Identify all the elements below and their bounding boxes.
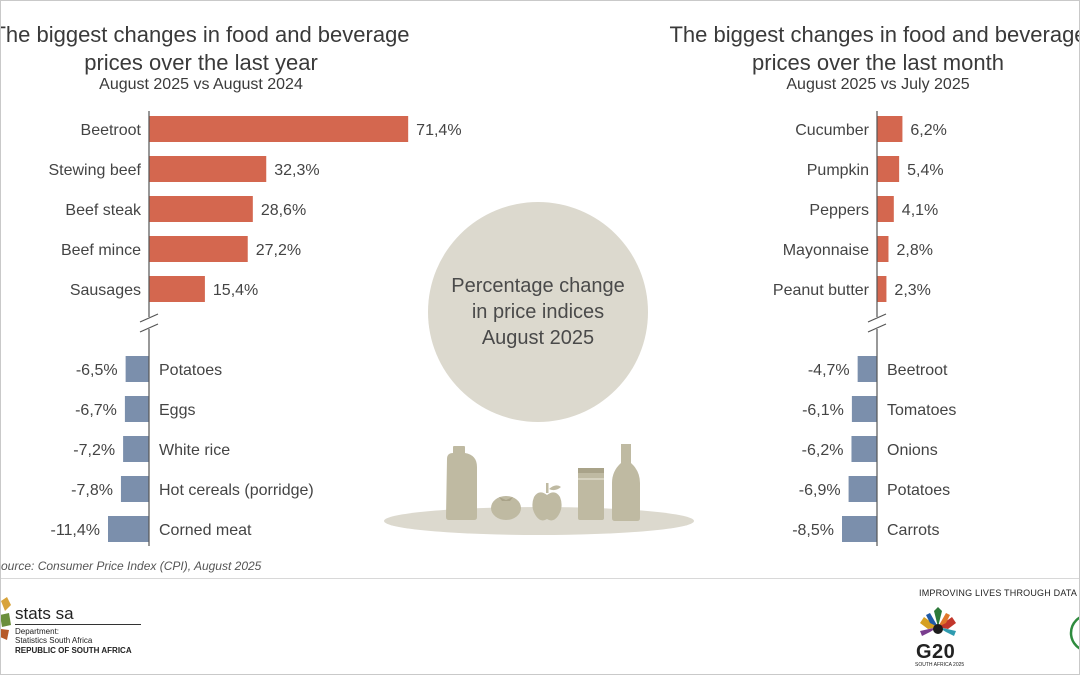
right-chart: Cucumber 6,2% Pumpkin 5,4% Peppers 4,1% Mayonn… bbox=[773, 111, 956, 546]
right-row-5-value: -4,7% bbox=[808, 362, 850, 379]
left-row-0-value: 71,4% bbox=[416, 122, 461, 139]
left-row-4-bar bbox=[149, 276, 205, 302]
left-row-8-bar bbox=[120, 476, 149, 502]
left-row-5-category: Potatoes bbox=[159, 362, 222, 379]
left-row-6-category: Eggs bbox=[159, 402, 195, 419]
left-row-2-bar bbox=[149, 196, 253, 222]
right-row-0-bar bbox=[877, 116, 903, 142]
left-row-9-value: -11,4% bbox=[50, 522, 100, 539]
center-text-line1: Percentage change bbox=[451, 275, 624, 297]
right-row-3-category: Mayonnaise bbox=[783, 242, 869, 259]
source-note: Source: Consumer Price Index (CPI), Augu… bbox=[0, 559, 262, 573]
right-row-6-bar bbox=[851, 396, 877, 422]
right-row-4-bar bbox=[877, 276, 887, 302]
right-row-7-bar bbox=[851, 436, 877, 462]
center-text-line3: August 2025 bbox=[482, 327, 594, 349]
right-chart-title: The biggest changes in food and beverage… bbox=[638, 21, 1080, 77]
g20-flower-icon bbox=[920, 607, 956, 636]
left-row-1-bar bbox=[149, 156, 267, 182]
left-row-3-bar bbox=[149, 236, 248, 262]
coat-of-arms-icon bbox=[1, 597, 11, 640]
left-row-1-value: 32,3% bbox=[274, 162, 319, 179]
left-row-2-value: 28,6% bbox=[261, 202, 306, 219]
center-text-line2: in price indices bbox=[472, 301, 604, 323]
left-row-6-bar bbox=[124, 396, 149, 422]
left-row-5-bar bbox=[125, 356, 149, 382]
right-row-8-bar bbox=[848, 476, 877, 502]
tin-can-icon bbox=[578, 468, 604, 520]
right-row-5-category: Beetroot bbox=[887, 362, 948, 379]
right-row-4-value: 2,3% bbox=[894, 282, 930, 299]
right-row-6-value: -6,1% bbox=[802, 402, 844, 419]
g20-label: G20 bbox=[916, 641, 956, 663]
right-row-4-category: Peanut butter bbox=[773, 282, 870, 299]
right-row-8-value: -6,9% bbox=[799, 482, 841, 499]
left-row-7-bar bbox=[123, 436, 149, 462]
right-row-7-value: -6,2% bbox=[802, 442, 844, 459]
left-row-3-category: Beef mince bbox=[61, 242, 141, 259]
right-row-2-category: Peppers bbox=[809, 202, 869, 219]
right-row-2-value: 4,1% bbox=[902, 202, 938, 219]
left-chart-subtitle: August 2025 vs August 2024 bbox=[99, 76, 303, 93]
dept-name: Statistics South Africa bbox=[15, 636, 93, 645]
left-row-8-value: -7,8% bbox=[71, 482, 113, 499]
dept-label: Department: bbox=[15, 627, 60, 636]
left-row-1-category: Stewing beef bbox=[48, 162, 141, 179]
right-row-9-bar bbox=[842, 516, 877, 542]
right-title-line2: prices over the last month bbox=[752, 50, 1004, 75]
right-row-1-bar bbox=[877, 156, 900, 182]
left-row-3-value: 27,2% bbox=[256, 242, 301, 259]
center-circle bbox=[428, 202, 648, 422]
g20-sublabel: SOUTH AFRICA 2025 bbox=[915, 662, 965, 668]
right-row-9-value: -8,5% bbox=[792, 522, 834, 539]
stats-sa-brand: stats sa bbox=[15, 604, 74, 623]
left-title-line2: prices over the last year bbox=[84, 50, 318, 75]
right-row-1-category: Pumpkin bbox=[807, 162, 869, 179]
left-row-4-category: Sausages bbox=[70, 282, 141, 299]
left-row-7-category: White rice bbox=[159, 442, 230, 459]
right-row-1-value: 5,4% bbox=[907, 162, 943, 179]
right-axis-break-mark-2 bbox=[867, 323, 887, 333]
right-row-3-bar bbox=[877, 236, 889, 262]
left-chart-title: The biggest changes in food and beverage… bbox=[0, 21, 441, 77]
right-row-5-bar bbox=[857, 356, 877, 382]
left-title-line1: The biggest changes in food and beverage bbox=[0, 22, 410, 47]
left-row-4-value: 15,4% bbox=[213, 282, 258, 299]
tomato-icon bbox=[491, 496, 521, 520]
right-row-3-value: 2,8% bbox=[896, 242, 932, 259]
right-row-6-category: Tomatoes bbox=[887, 402, 956, 419]
left-axis-break-mark-2 bbox=[139, 323, 159, 333]
right-row-0-value: 6,2% bbox=[910, 122, 946, 139]
left-row-2-category: Beef steak bbox=[65, 202, 142, 219]
green-emblem-icon bbox=[1069, 616, 1079, 650]
right-row-8-category: Potatoes bbox=[887, 482, 950, 499]
left-row-6-value: -6,7% bbox=[75, 402, 117, 419]
milk-jug-icon bbox=[446, 446, 477, 520]
left-row-7-value: -7,2% bbox=[73, 442, 115, 459]
left-axis-break-mark-1 bbox=[139, 313, 159, 323]
left-row-0-bar bbox=[149, 116, 409, 142]
left-row-5-value: -6,5% bbox=[76, 362, 118, 379]
right-row-0-category: Cucumber bbox=[795, 122, 869, 139]
left-row-0-category: Beetroot bbox=[81, 122, 142, 139]
left-row-8-category: Hot cereals (porridge) bbox=[159, 482, 314, 499]
republic-label: REPUBLIC OF SOUTH AFRICA bbox=[15, 646, 132, 655]
logo-rule bbox=[15, 624, 141, 625]
left-row-9-category: Corned meat bbox=[159, 522, 252, 539]
right-row-9-category: Carrots bbox=[887, 522, 939, 539]
left-row-9-bar bbox=[108, 516, 149, 542]
right-title-line1: The biggest changes in food and beverage bbox=[669, 22, 1080, 47]
left-chart: Beetroot 71,4% Stewing beef 32,3% Beef steak… bbox=[48, 111, 462, 546]
bottle-icon bbox=[612, 444, 640, 521]
right-chart-subtitle: August 2025 vs July 2025 bbox=[786, 76, 970, 93]
right-axis-break-mark-1 bbox=[867, 313, 887, 323]
right-row-2-bar bbox=[877, 196, 894, 222]
footer-divider bbox=[1, 578, 1079, 579]
right-row-7-category: Onions bbox=[887, 442, 938, 459]
slogan-text: IMPROVING LIVES THROUGH DATA ECOSYSTEMS bbox=[919, 588, 1079, 598]
apple-icon bbox=[532, 483, 562, 521]
